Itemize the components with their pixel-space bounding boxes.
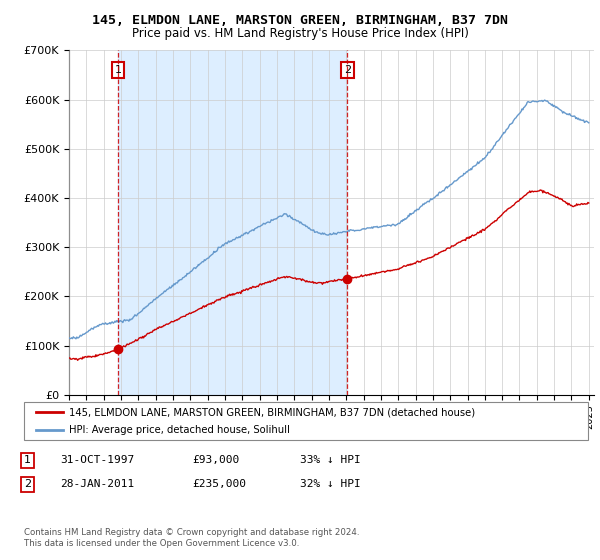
Text: 2: 2	[344, 65, 351, 75]
Text: 28-JAN-2011: 28-JAN-2011	[60, 479, 134, 489]
Text: 145, ELMDON LANE, MARSTON GREEN, BIRMINGHAM, B37 7DN (detached house): 145, ELMDON LANE, MARSTON GREEN, BIRMING…	[69, 407, 475, 417]
Text: 32% ↓ HPI: 32% ↓ HPI	[300, 479, 361, 489]
Text: 145, ELMDON LANE, MARSTON GREEN, BIRMINGHAM, B37 7DN: 145, ELMDON LANE, MARSTON GREEN, BIRMING…	[92, 14, 508, 27]
Bar	[118, 50, 347, 395]
Text: Price paid vs. HM Land Registry's House Price Index (HPI): Price paid vs. HM Land Registry's House …	[131, 27, 469, 40]
Text: 2: 2	[24, 479, 31, 489]
Text: HPI: Average price, detached house, Solihull: HPI: Average price, detached house, Soli…	[69, 425, 290, 435]
Text: 33% ↓ HPI: 33% ↓ HPI	[300, 455, 361, 465]
Text: Contains HM Land Registry data © Crown copyright and database right 2024.
This d: Contains HM Land Registry data © Crown c…	[24, 528, 359, 548]
Text: 31-OCT-1997: 31-OCT-1997	[60, 455, 134, 465]
Text: 1: 1	[115, 65, 122, 75]
Text: £235,000: £235,000	[192, 479, 246, 489]
Text: £93,000: £93,000	[192, 455, 239, 465]
Text: 1: 1	[24, 455, 31, 465]
